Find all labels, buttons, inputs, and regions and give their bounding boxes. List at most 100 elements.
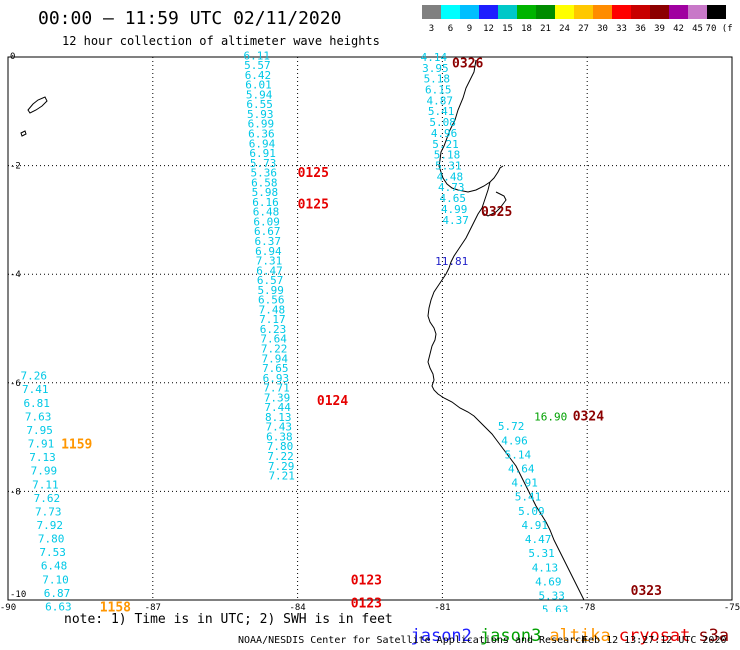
wave-height-value: 5.18 <box>424 73 451 86</box>
wave-height-value: 7.17 <box>259 313 286 326</box>
x-tick-label: -84 <box>289 603 305 612</box>
wave-height-value: 4.64 <box>508 463 535 476</box>
legend-swatch <box>574 5 593 19</box>
wave-height-value: 6.99 <box>248 118 275 131</box>
x-tick-label: -87 <box>145 603 161 612</box>
wave-height-value: 6.38 <box>266 430 293 443</box>
grid-lines <box>8 57 732 600</box>
wave-height-value: 6.23 <box>260 323 287 336</box>
wave-height-value: 4.13 <box>532 561 559 574</box>
pass-label: 0123 <box>351 573 382 588</box>
wave-height-value: 7.22 <box>261 343 288 356</box>
wave-height-value: 5.31 <box>528 547 555 560</box>
wave-height-value: 7.80 <box>38 533 65 546</box>
wave-height-value: 6.93 <box>263 372 290 385</box>
wave-height-value: 6.55 <box>246 98 272 111</box>
map-title: 00:00 – 11:59 UTC 02/11/2020 <box>38 8 342 29</box>
wave-height-value: 6.42 <box>245 69 272 82</box>
wave-height-value: 7.71 <box>263 382 290 395</box>
wave-height-value: 7.92 <box>36 519 63 532</box>
y-tick-label: 0 <box>10 52 15 62</box>
wave-height-value: 6.11 <box>244 49 270 62</box>
wave-height-value: 7.10 <box>42 573 69 586</box>
wave-height-value: 6.01 <box>245 79 272 92</box>
pass-label: 0323 <box>631 584 662 599</box>
wave-height-value: 7.95 <box>26 424 52 437</box>
wave-height-value: 7.62 <box>34 492 61 505</box>
wave-height-value: 6.47 <box>256 264 283 277</box>
wave-height-value: 7.41 <box>22 383 49 396</box>
credit-line: NOAA/NESDIS Center for Satellite Applica… <box>238 635 588 646</box>
wave-height-value: 4.47 <box>525 533 552 546</box>
satellite-s3a: s3a <box>698 626 730 646</box>
legend-label: 27 <box>578 24 589 34</box>
legend-swatch <box>422 5 441 19</box>
satellite-jason3: jason3 <box>479 626 542 646</box>
pass-label: 1159 <box>61 438 92 453</box>
x-tick-label: -75 <box>724 603 740 612</box>
legend-label: 24 <box>559 24 570 34</box>
wave-height-value: 4.96 <box>431 127 458 140</box>
wave-height-value: 7.80 <box>267 440 294 453</box>
pass-label: 0125 <box>298 166 329 181</box>
legend-swatch <box>631 5 650 19</box>
y-tick-label: -8 <box>10 487 21 497</box>
footnote: note: 1) Time is in UTC; 2) SWH is in fe… <box>64 612 393 627</box>
wave-height-value: 5.73 <box>250 157 277 170</box>
pass-label: 11.81 <box>435 255 468 268</box>
legend-swatch <box>612 5 631 19</box>
wave-height-value: 4.69 <box>535 575 562 588</box>
legend-label: 39 <box>654 24 665 34</box>
wave-height-value: 6.15 <box>425 83 452 96</box>
wave-height-value: 6.56 <box>258 294 285 307</box>
legend-swatch <box>460 5 479 19</box>
wave-height-value: 7.11 <box>32 478 59 491</box>
wave-height-value: 7.99 <box>31 465 58 478</box>
legend-label: 42 <box>673 24 684 34</box>
y-tick-label: -10 <box>10 590 26 600</box>
wave-height-value: 4.37 <box>442 214 469 227</box>
legend-label: 18 <box>521 24 532 34</box>
legend-label: 21 <box>540 24 551 34</box>
legend-swatch <box>441 5 460 19</box>
pass-label: 0325 <box>481 205 512 220</box>
wave-height-value: 5.18 <box>434 149 461 162</box>
pass-label: 0123 <box>351 597 382 612</box>
wave-height-value: 6.36 <box>248 127 275 140</box>
altimeter-tracks: 6.115.576.426.015.946.555.936.996.366.94… <box>21 49 569 612</box>
map-subtitle: 12 hour collection of altimeter wave hei… <box>62 34 380 48</box>
legend-swatch <box>707 5 726 19</box>
pass-label: 0125 <box>298 198 329 213</box>
legend-label: 6 <box>448 24 453 34</box>
satellite-jason2: jason2 <box>410 626 472 646</box>
wave-height-value: 5.41 <box>428 105 455 118</box>
satellite-legend: jason2 jason3 altika cryosat s3a <box>390 606 737 646</box>
x-tick-label: -81 <box>434 603 450 612</box>
wave-height-value: 7.94 <box>261 352 288 365</box>
legend-label: 30 <box>597 24 608 34</box>
axis-ticks: -90 -87 -84 -81 -78 -75 0 -2 -4 -6 -8 -10 <box>0 52 740 612</box>
wave-height-value: 4.96 <box>501 434 528 447</box>
wave-height-value: 7.21 <box>268 470 295 483</box>
wave-height-value: 6.63 <box>45 600 71 612</box>
legend-swatch <box>555 5 574 19</box>
map-frame <box>7 56 733 601</box>
legend-swatch <box>669 5 688 19</box>
legend-swatch <box>688 5 707 19</box>
satellite-cryosat: cryosat <box>618 626 691 646</box>
wave-height-value: 4.87 <box>426 94 453 107</box>
legend-swatch <box>517 5 536 19</box>
satellite-altika: altika <box>549 626 611 646</box>
wave-height-value: 6.16 <box>252 196 279 209</box>
wave-height-value: 7.91 <box>28 438 55 451</box>
wave-height-value: 5.63 <box>542 604 569 612</box>
wave-height-value: 5.94 <box>246 88 273 101</box>
wave-height-value: 6.94 <box>249 137 276 150</box>
wave-height-value: 7.43 <box>266 421 293 434</box>
wave-height-value: 7.13 <box>29 451 56 464</box>
wave-height-value: 7.48 <box>259 303 286 316</box>
island-small <box>20 130 27 137</box>
wave-height-value: 7.53 <box>39 546 66 559</box>
wave-height-value: 5.41 <box>515 491 542 504</box>
wave-height-value: 7.39 <box>264 391 291 404</box>
